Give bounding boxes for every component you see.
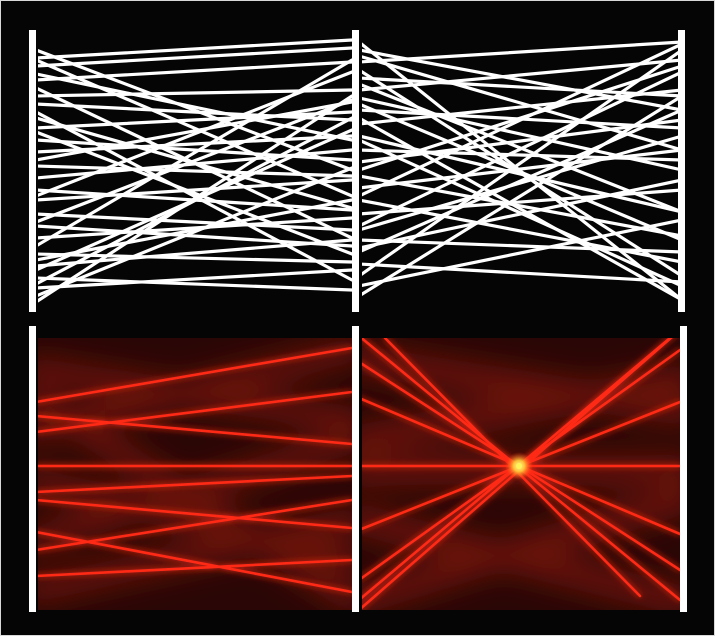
ray-segment xyxy=(362,55,682,152)
ray-segment xyxy=(362,64,682,171)
mirror-bottom-right xyxy=(680,326,687,612)
ray-segment xyxy=(38,166,352,297)
ray-segment xyxy=(362,218,682,288)
ray-segment xyxy=(38,59,352,198)
beam xyxy=(38,474,352,494)
mirror-top-left xyxy=(29,30,36,312)
ray-segment xyxy=(362,117,682,302)
focus-spot-core xyxy=(516,463,522,469)
ray-segment xyxy=(362,88,682,126)
ray-segment xyxy=(38,110,352,130)
ray-segment xyxy=(38,60,352,82)
ray-segment xyxy=(38,46,352,68)
ray-segment xyxy=(362,48,682,276)
beam xyxy=(38,498,352,530)
beam xyxy=(38,390,352,434)
ray-segment xyxy=(38,128,352,271)
panel-bottom-left-intensity xyxy=(38,338,352,610)
panel-top-right-ray-trace xyxy=(362,40,682,302)
ray-segment xyxy=(38,100,352,162)
ray-segment xyxy=(38,224,352,248)
ray-segment xyxy=(362,188,682,216)
ray-segment xyxy=(362,94,682,297)
ray-segment xyxy=(38,276,352,292)
ray-segment xyxy=(38,268,352,290)
beam xyxy=(38,498,352,551)
ray-segment xyxy=(362,174,682,238)
ray-segment xyxy=(362,262,682,284)
beam-group xyxy=(38,346,352,594)
ray-segment xyxy=(38,238,352,268)
haze-band xyxy=(38,338,352,443)
mirror-top-center xyxy=(352,30,359,312)
ray-segment xyxy=(38,98,352,223)
panel-bottom-right-intensity xyxy=(362,338,680,610)
mirror-bottom-center xyxy=(352,326,359,612)
ray-segment xyxy=(362,118,682,164)
mirror-bottom-left xyxy=(29,326,36,612)
ray-segment xyxy=(362,134,682,231)
haze-band xyxy=(362,365,680,455)
ray-segment xyxy=(38,216,352,240)
ray-segment xyxy=(362,238,682,254)
haze-band xyxy=(38,387,352,610)
ray-segment xyxy=(38,111,352,282)
beam xyxy=(38,346,352,403)
ray-segment xyxy=(362,42,682,197)
ray-segment xyxy=(362,103,682,242)
beam xyxy=(38,558,352,578)
ray-segment xyxy=(38,70,352,197)
ray-segment xyxy=(38,38,352,60)
ray-segment xyxy=(38,138,352,162)
mirror-top-right xyxy=(678,30,685,312)
ray-segment xyxy=(38,131,352,256)
mirrors xyxy=(29,30,687,612)
panel-top-left-ray-trace xyxy=(38,38,352,303)
ray-segment xyxy=(362,40,682,64)
haze-band xyxy=(362,485,680,610)
ray-segment xyxy=(38,49,352,172)
ray-segment xyxy=(362,139,682,288)
ray-segment xyxy=(38,116,352,210)
ray-segment xyxy=(362,76,682,98)
haze-band xyxy=(38,507,352,603)
ray-segment xyxy=(362,58,682,92)
ray-segment xyxy=(362,148,682,190)
ray-segment xyxy=(38,178,352,202)
ray-segment xyxy=(38,198,352,262)
haze-band xyxy=(38,467,352,573)
beam xyxy=(38,414,352,446)
ray-segment xyxy=(38,102,352,122)
diffuse-haze xyxy=(38,338,352,610)
